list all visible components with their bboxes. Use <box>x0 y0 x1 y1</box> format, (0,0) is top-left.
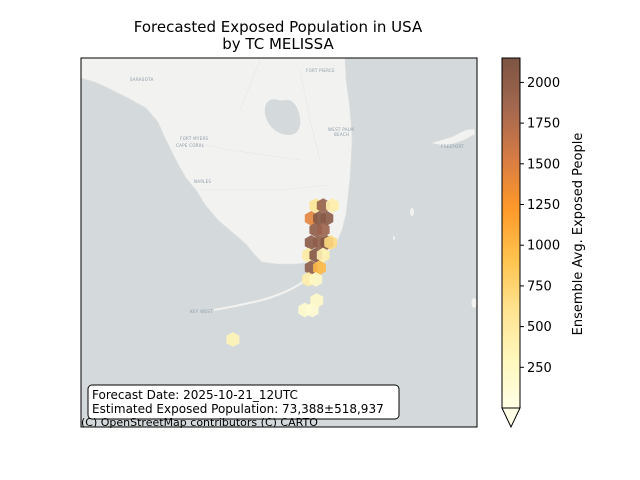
colorbar-tick-label: 250 <box>527 361 552 376</box>
place-label-freeport: FREEPORT <box>441 144 464 149</box>
colorbar-label: Ensemble Avg. Exposed People <box>571 133 586 336</box>
hexbin-layer <box>226 198 339 347</box>
colorbar-ticks: 250 500 750 1000 1250 1500 1750 2000 <box>520 76 560 376</box>
colorbar-tick-label: 750 <box>527 279 552 294</box>
grand-bahama-island <box>432 129 475 146</box>
place-label-naples: NAPLES <box>194 179 211 184</box>
hexbin-cell <box>226 332 240 347</box>
colorbar-tick-label: 1500 <box>527 157 560 172</box>
map-attribution: (C) OpenStreetMap contributors (C) CARTO <box>81 416 318 429</box>
map-area: FORT PIERCE SARASOTA WEST PALM BEACH FRE… <box>81 58 477 427</box>
road-network <box>179 59 331 191</box>
lake-okeechobee <box>264 99 301 136</box>
colorbar-tick-label: 1000 <box>527 239 560 254</box>
info-box-frame <box>87 384 400 420</box>
colorbar-tick-label: 2000 <box>527 76 560 91</box>
place-label-cape-coral: CAPE CORAL <box>176 143 205 148</box>
exposed-population-text: Estimated Exposed Population: 73,388±518… <box>92 402 384 416</box>
forecast-date-text: Forecast Date: 2025-10-21_12UTC <box>92 388 298 402</box>
andros-island <box>471 298 477 308</box>
hexbin-cell <box>316 222 330 238</box>
info-box: Forecast Date: 2025-10-21_12UTC Estimate… <box>87 384 400 420</box>
colorbar-body <box>502 58 520 408</box>
hexbin-cell <box>313 260 326 276</box>
colorbar: 250 500 750 1000 1250 1500 1750 2000 Ensemble A… <box>501 57 586 429</box>
cay-island <box>393 236 395 240</box>
bimini-island <box>410 208 414 216</box>
place-label-beach: BEACH <box>334 132 349 137</box>
hexbin-cell <box>324 235 337 250</box>
place-label-west-palm: WEST PALM <box>328 127 354 132</box>
colorbar-tick-label: 500 <box>527 320 552 335</box>
colorbar-extend-triangle <box>501 407 521 429</box>
hexbin-cell <box>309 272 323 287</box>
hexbin-cell <box>320 210 334 226</box>
place-label-fort-pierce: FORT PIERCE <box>306 68 335 73</box>
hexbin-cell <box>326 198 339 213</box>
colorbar-tick-label: 1750 <box>527 117 560 132</box>
place-label-fort-myers: FORT MYERS <box>180 136 209 141</box>
place-label-key-west: KEY WEST <box>190 309 213 314</box>
colorbar-frame <box>501 57 521 408</box>
map-frame <box>80 57 478 428</box>
map-title-line1: Forecasted Exposed Population in USA <box>134 18 423 36</box>
place-label-sarasota: SARASOTA <box>130 77 154 82</box>
map-title-line2: by TC MELISSA <box>222 35 334 53</box>
colorbar-tick-label: 1250 <box>527 198 560 213</box>
hexbin-cell <box>310 293 324 308</box>
hexbin-cell <box>316 247 330 263</box>
